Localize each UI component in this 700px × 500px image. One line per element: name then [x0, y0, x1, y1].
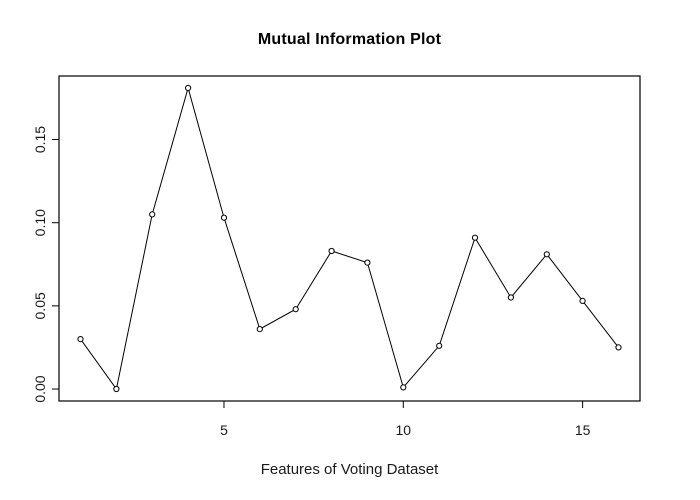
data-point-marker: [220, 214, 228, 221]
data-point-marker: [436, 342, 443, 349]
data-point-marker: [507, 294, 514, 301]
data-point-marker: [328, 247, 335, 255]
data-point-marker: [292, 306, 299, 313]
x-tick-label: 15: [575, 422, 591, 438]
y-tick-label: 0.00: [32, 375, 48, 402]
data-point-marker: [364, 259, 371, 266]
y-tick-label: 0.05: [32, 292, 48, 319]
data-point-marker: [579, 297, 586, 304]
series-line: [80, 86, 619, 391]
data-point-marker: [615, 344, 622, 351]
data-point-marker: [400, 384, 407, 391]
x-tick-label: 5: [220, 422, 228, 438]
data-point-marker: [471, 234, 479, 241]
data-point-marker: [77, 336, 84, 343]
x-tick-label: 10: [396, 422, 412, 438]
data-point-marker: [149, 211, 156, 218]
x-axis-label: Features of Voting Dataset: [260, 461, 439, 478]
chart-title: Mutual Information Plot: [257, 31, 442, 48]
data-point-marker: [113, 385, 120, 393]
data-point-marker: [543, 251, 550, 258]
data-point-marker: [256, 326, 263, 333]
data-point-marker: [185, 84, 192, 92]
plot-box: [58, 75, 641, 402]
y-tick-label: 0.15: [32, 126, 48, 153]
y-tick-label: 0.10: [32, 209, 48, 236]
